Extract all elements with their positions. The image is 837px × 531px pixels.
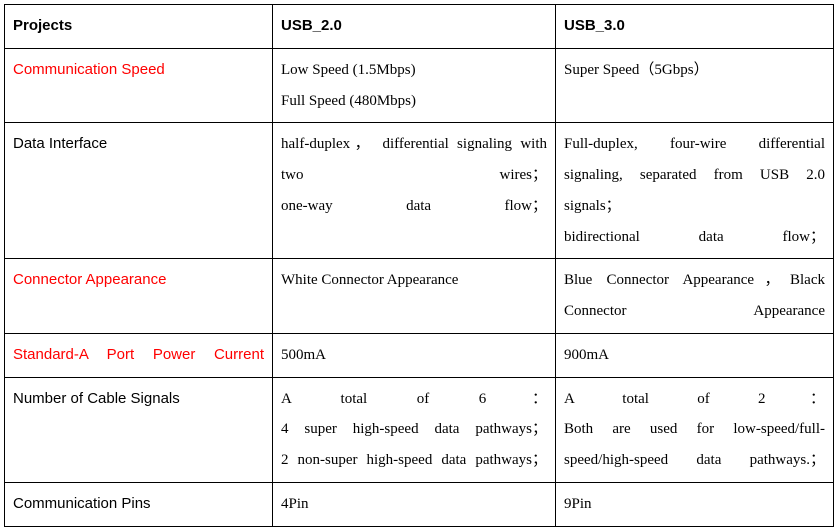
table-row: Data Interfacehalf-duplex， differential … — [5, 123, 834, 259]
usb-comparison-table: Projects USB_2.0 USB_3.0 Communication S… — [4, 4, 834, 527]
row-usb3: 900mA — [556, 333, 834, 377]
table-body: Communication SpeedLow Speed (1.5Mbps)Fu… — [5, 48, 834, 526]
row-usb3: 9Pin — [556, 482, 834, 526]
table-row: Communication SpeedLow Speed (1.5Mbps)Fu… — [5, 48, 834, 123]
row-label: Connector Appearance — [5, 259, 273, 334]
row-label: Standard-A Port Power Current — [5, 333, 273, 377]
row-usb3: Super Speed（5Gbps） — [556, 48, 834, 123]
row-label: Communication Speed — [5, 48, 273, 123]
header-usb2: USB_2.0 — [273, 5, 556, 49]
table-row: Communication Pins4Pin9Pin — [5, 482, 834, 526]
row-label: Data Interface — [5, 123, 273, 259]
row-usb2: White Connector Appearance — [273, 259, 556, 334]
row-usb3: A total of 2：Both are used for low-speed… — [556, 377, 834, 482]
row-label: Number of Cable Signals — [5, 377, 273, 482]
row-usb2: Low Speed (1.5Mbps)Full Speed (480Mbps) — [273, 48, 556, 123]
row-usb3: Blue Connector Appearance，Black Connecto… — [556, 259, 834, 334]
table-header-row: Projects USB_2.0 USB_3.0 — [5, 5, 834, 49]
table-row: Number of Cable SignalsA total of 6：4 su… — [5, 377, 834, 482]
row-usb2: 500mA — [273, 333, 556, 377]
header-usb3: USB_3.0 — [556, 5, 834, 49]
row-usb2: A total of 6：4 super high-speed data pat… — [273, 377, 556, 482]
row-usb2: half-duplex， differential signaling with… — [273, 123, 556, 259]
row-usb2: 4Pin — [273, 482, 556, 526]
row-usb3: Full-duplex, four-wire differential sign… — [556, 123, 834, 259]
header-projects: Projects — [5, 5, 273, 49]
table-row: Connector AppearanceWhite Connector Appe… — [5, 259, 834, 334]
table-row: Standard-A Port Power Current500mA900mA — [5, 333, 834, 377]
row-label: Communication Pins — [5, 482, 273, 526]
